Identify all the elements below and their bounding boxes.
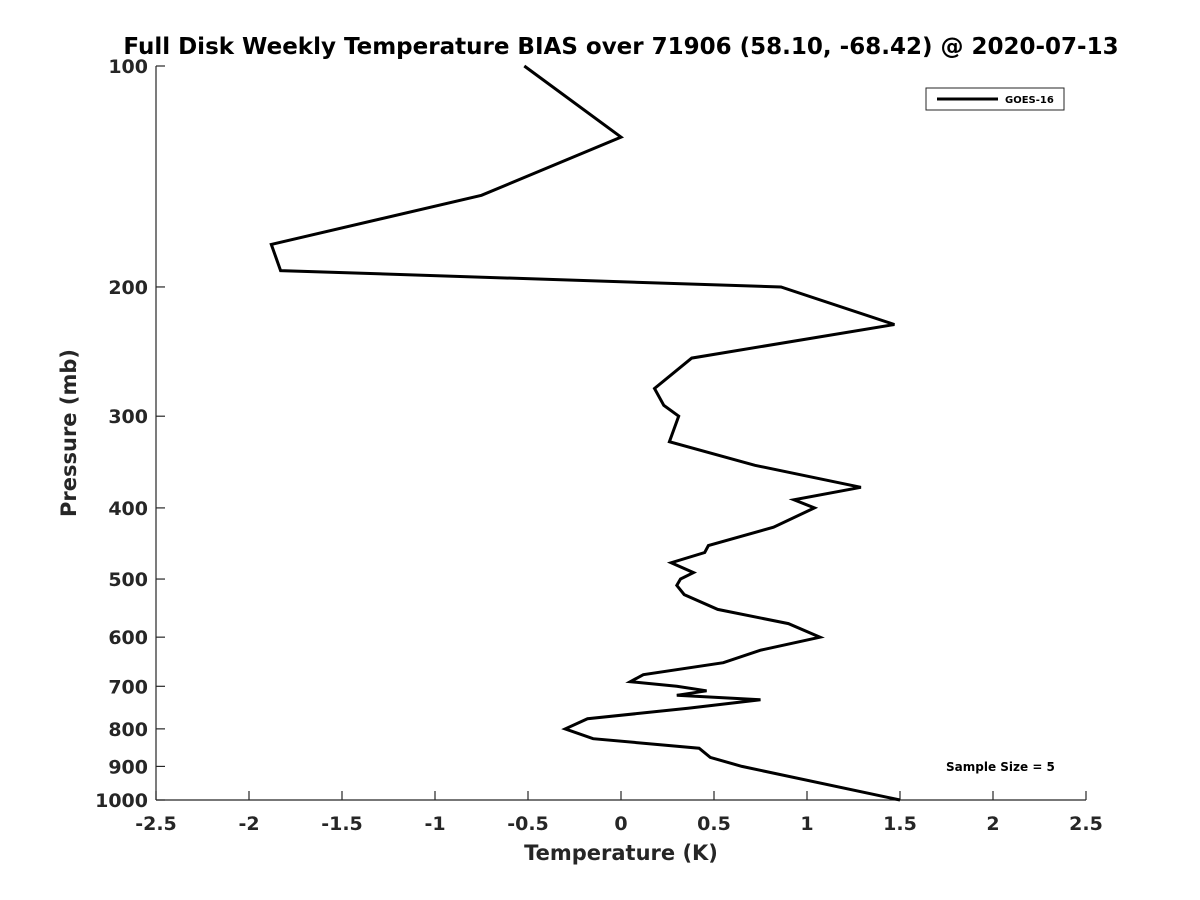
x-tick-label-0p5: 0.5	[697, 813, 731, 835]
y-tick-label-600: 600	[108, 627, 148, 649]
series-line-goes-16	[269, 64, 901, 802]
sample-size-annotation: Sample Size = 5	[946, 760, 1055, 774]
y-tick-label-100: 100	[108, 56, 148, 78]
x-tick-label-2p5: 2.5	[1069, 813, 1103, 835]
plot-area	[155, 66, 1086, 801]
y-ticks: 100 200 300 400 500 600 700 800 900 1000	[95, 56, 165, 812]
x-tick-label-2: 2	[986, 813, 999, 835]
y-tick-label-800: 800	[108, 719, 148, 741]
y-tick-label-200: 200	[108, 277, 148, 299]
y-tick-label-1000: 1000	[95, 790, 148, 812]
x-tick-label-1p5: 1.5	[883, 813, 917, 835]
chart-title: Full Disk Weekly Temperature BIAS over 7…	[123, 34, 1118, 60]
x-tick-label-0: 0	[614, 813, 627, 835]
x-ticks: -2.5 -2 -1.5 -1 -0.5 0 0.5 1 1.5 2 2.5	[135, 791, 1103, 835]
x-tick-label-1: 1	[800, 813, 813, 835]
x-tick-label-neg2p5: -2.5	[135, 813, 177, 835]
y-tick-label-900: 900	[108, 756, 148, 778]
x-tick-label-neg0p5: -0.5	[507, 813, 549, 835]
y-tick-label-500: 500	[108, 569, 148, 591]
x-tick-label-neg2: -2	[238, 813, 259, 835]
y-axis-label: Pressure (mb)	[57, 349, 81, 517]
series-layer	[269, 64, 901, 802]
y-tick-label-400: 400	[108, 498, 148, 520]
legend-label-goes-16: GOES-16	[1005, 95, 1054, 106]
y-tick-label-700: 700	[108, 676, 148, 698]
x-tick-label-neg1p5: -1.5	[321, 813, 363, 835]
legend: GOES-16	[925, 87, 1065, 111]
x-tick-label-neg1: -1	[424, 813, 445, 835]
x-axis-label: Temperature (K)	[524, 841, 718, 865]
y-tick-label-300: 300	[108, 406, 148, 428]
